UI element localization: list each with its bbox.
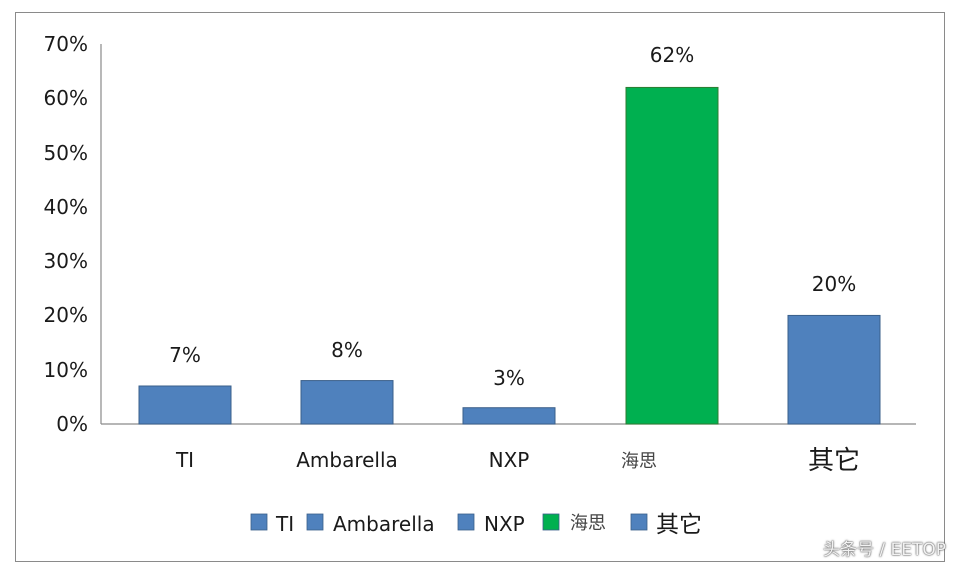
legend-label-ambarella: Ambarella	[333, 512, 435, 536]
legend-swatch-ti	[250, 513, 268, 531]
x-category-label-nxp: NXP	[489, 448, 530, 472]
y-tick-label: 0%	[56, 412, 88, 436]
y-tick-label: 20%	[44, 303, 88, 327]
legend: TI Ambarella NXP 海思 其它	[250, 512, 702, 538]
chart-frame	[15, 12, 945, 562]
legend-swatch-other	[630, 513, 648, 531]
bar-haisi	[625, 86, 719, 425]
bar-nxp	[462, 407, 556, 425]
bar-other	[787, 314, 881, 425]
x-category-label-other: 其它	[808, 446, 860, 476]
legend-label-other: 其它	[656, 512, 702, 538]
legend-swatch-nxp	[457, 513, 475, 531]
data-label-ambarella: 8%	[331, 338, 363, 362]
x-category-label-ambarella: Ambarella	[296, 448, 398, 472]
x-category-label-haisi: 海思	[621, 451, 657, 472]
data-label-nxp: 3%	[493, 366, 525, 390]
y-tick-label: 60%	[44, 86, 88, 110]
legend-swatch-haisi	[542, 513, 560, 531]
y-tick-label: 40%	[44, 195, 88, 219]
data-label-haisi: 62%	[650, 43, 694, 67]
legend-label-nxp: NXP	[484, 512, 525, 536]
data-label-ti: 7%	[169, 343, 201, 367]
y-tick-label: 10%	[44, 358, 88, 382]
legend-label-haisi: 海思	[570, 513, 606, 534]
data-label-other: 20%	[812, 272, 856, 296]
y-tick-label: 50%	[44, 141, 88, 165]
bar-ti	[138, 385, 232, 425]
y-tick-label: 70%	[44, 32, 88, 56]
bar-ambarella	[300, 380, 394, 425]
legend-swatch-ambarella	[306, 513, 324, 531]
watermark-text: 头条号 / EETOP	[822, 540, 946, 560]
legend-label-ti: TI	[275, 512, 294, 536]
y-tick-label: 30%	[44, 249, 88, 273]
x-category-label-ti: TI	[175, 448, 194, 472]
